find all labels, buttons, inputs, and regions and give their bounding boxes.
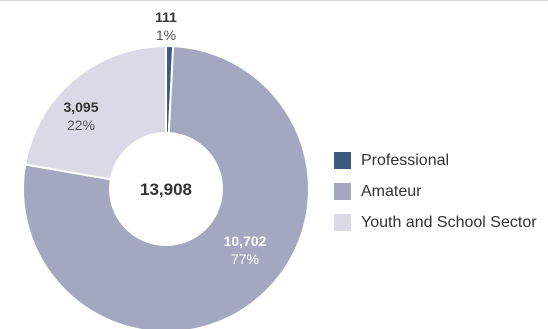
legend-item-amateur: Amateur — [334, 176, 537, 207]
legend-swatch-amateur — [334, 183, 351, 200]
value-label-youth-and-school-sector: 3,095 — [63, 99, 98, 115]
legend-item-youth-and-school-sector: Youth and School Sector — [334, 207, 537, 238]
legend-swatch-professional — [334, 152, 351, 169]
legend-swatch-youth-and-school-sector — [334, 214, 351, 231]
percent-label-professional: 1% — [156, 27, 176, 43]
value-label-professional: 111 — [155, 9, 177, 25]
legend-label-amateur: Amateur — [361, 182, 422, 200]
legend-label-professional: Professional — [361, 151, 450, 169]
percent-label-youth-and-school-sector: 22% — [67, 117, 95, 133]
top-divider — [0, 0, 548, 1]
slice-amateur — [22, 45, 310, 329]
legend-item-professional: Professional — [334, 145, 537, 176]
center-total-label: 13,908 — [140, 180, 192, 199]
legend: Professional Amateur Youth and School Se… — [334, 145, 537, 238]
donut-hole — [110, 133, 222, 245]
legend-label-youth-and-school-sector: Youth and School Sector — [361, 213, 537, 231]
value-label-amateur: 10,702 — [224, 233, 267, 249]
percent-label-amateur: 77% — [231, 251, 259, 267]
